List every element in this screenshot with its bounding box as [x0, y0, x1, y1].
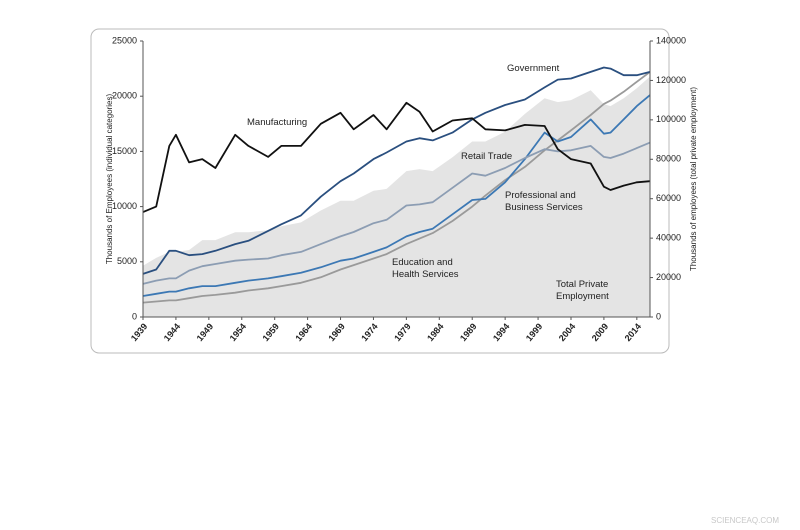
x-tick-label: 1984 [425, 321, 446, 343]
x-tick-label: 1954 [228, 321, 249, 343]
x-tick-label: 1944 [162, 321, 183, 343]
y2-tick-label: 100000 [656, 114, 686, 124]
y-axis-label: Thousands of Employees (individual categ… [105, 94, 114, 265]
y-tick-label: 25000 [112, 35, 137, 45]
x-tick-label: 1949 [195, 321, 216, 343]
y-tick-label: 15000 [112, 146, 137, 156]
series-label: Professional and Business Services [505, 190, 583, 213]
x-tick-label: 2004 [557, 321, 578, 343]
x-tick-label: 1964 [293, 321, 314, 343]
frame [90, 28, 670, 354]
y2-tick-label: 60000 [656, 193, 681, 203]
line [142, 101, 651, 213]
series-label: Retail Trade [461, 151, 513, 162]
area [143, 76, 650, 317]
watermark: SCIENCEAQ.COM [711, 516, 779, 525]
series-label: Total Private Employment [556, 279, 609, 302]
y2-tick-label: 20000 [656, 272, 681, 282]
y2-axis-label: Thousands of employees (total private em… [689, 87, 698, 271]
y2-tick-label: 140000 [656, 35, 686, 45]
series-label: Manufacturing [247, 117, 308, 128]
x-tick-label: 1939 [129, 321, 150, 343]
x-tick-label: 2009 [590, 321, 611, 343]
x-tick-label: 1989 [458, 321, 479, 343]
y-tick-label: 20000 [112, 91, 137, 101]
y-tick-label: 5000 [117, 256, 137, 266]
x-tick-label: 1979 [392, 321, 413, 343]
line [142, 66, 651, 275]
series-label: Government [507, 63, 560, 74]
y-tick-label: 10000 [112, 201, 137, 211]
x-tick-label: 2014 [623, 321, 644, 343]
x-tick-label: 1969 [326, 321, 347, 343]
x-tick-label: 1959 [261, 321, 282, 343]
x-tick-label: 1994 [491, 321, 512, 343]
y2-tick-label: 120000 [656, 75, 686, 85]
line [142, 94, 651, 297]
x-tick-label: 1974 [359, 321, 380, 343]
y2-tick-label: 40000 [656, 233, 681, 243]
line [142, 71, 651, 304]
x-tick-label: 1999 [524, 321, 545, 343]
y2-tick-label: 80000 [656, 154, 681, 164]
series-label: Education and Health Services [392, 257, 459, 280]
y-tick-label: 0 [132, 311, 137, 321]
y2-tick-label: 0 [656, 311, 661, 321]
line [142, 141, 651, 285]
